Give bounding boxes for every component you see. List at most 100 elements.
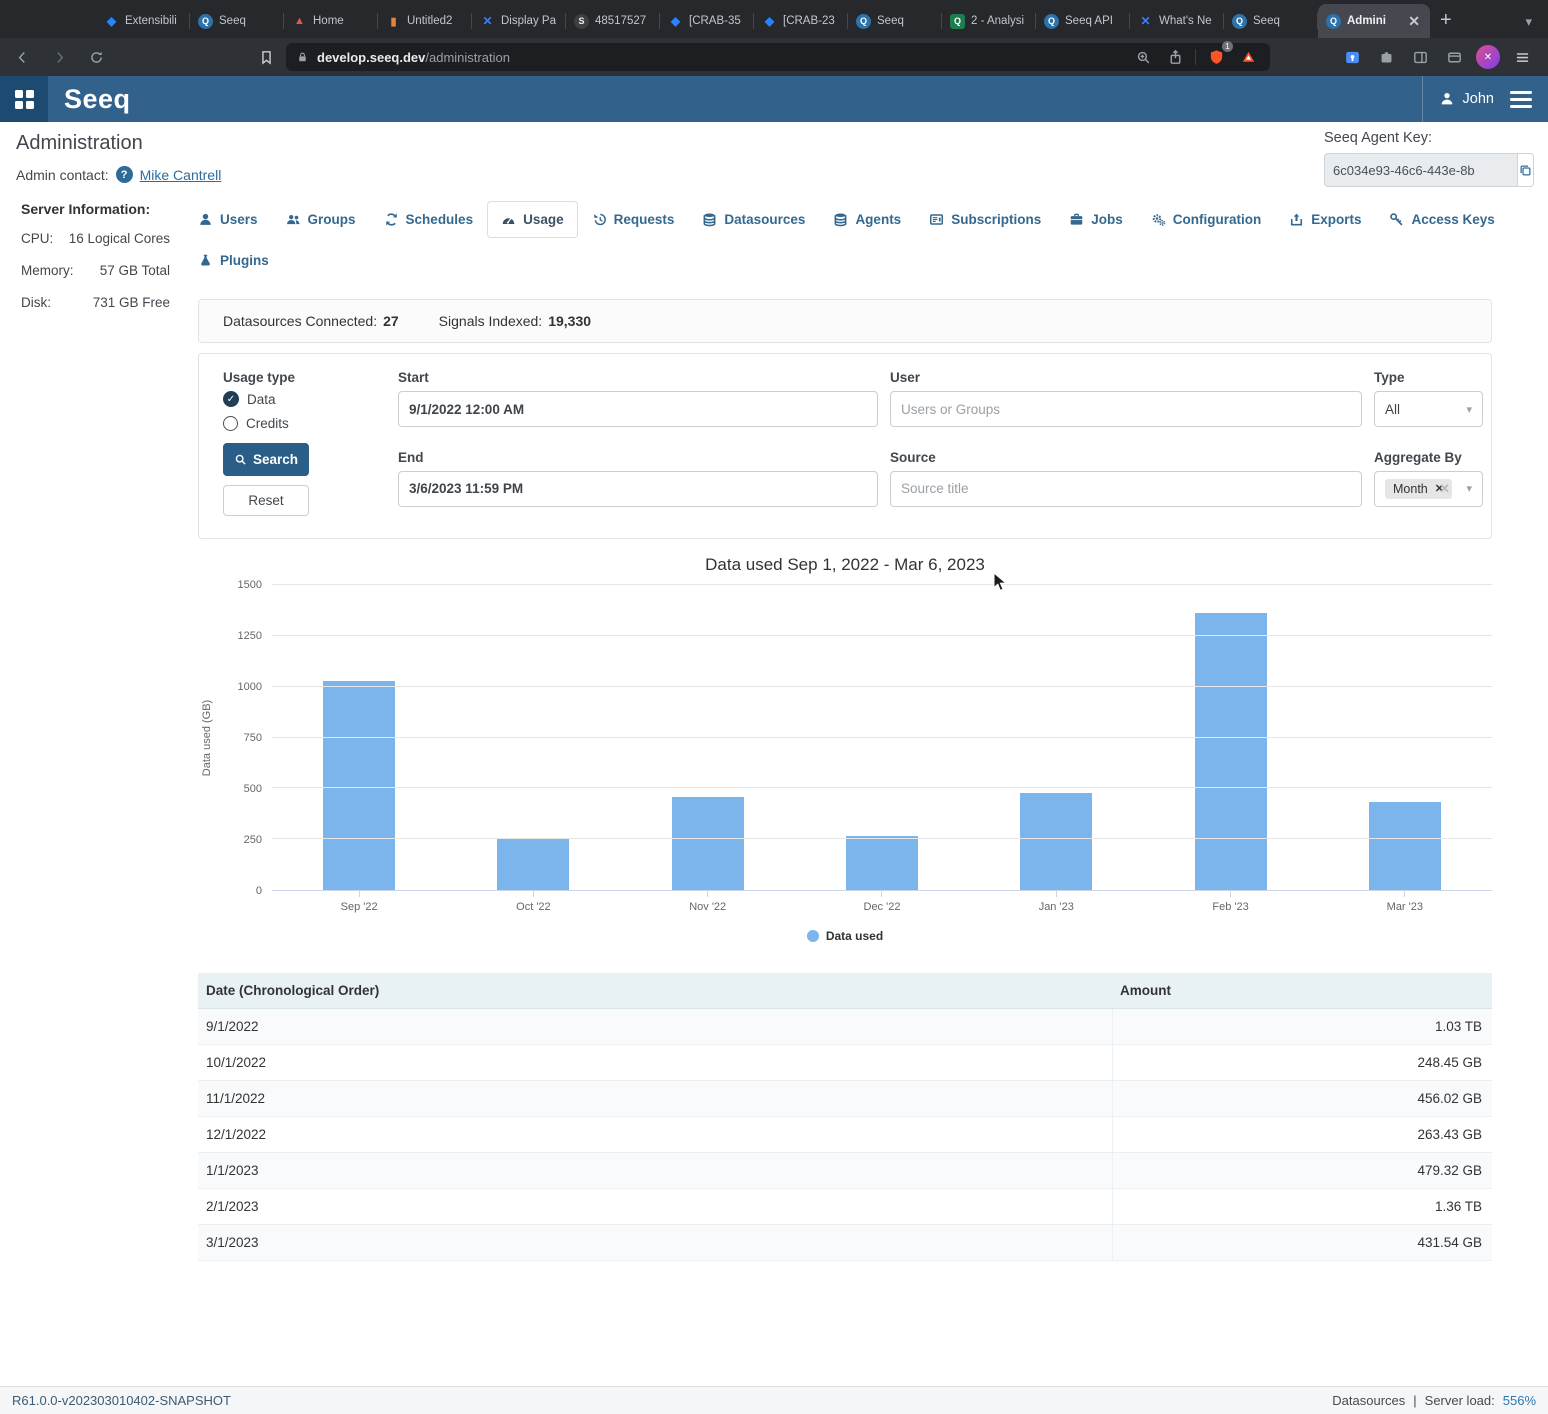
copy-agent-key-button[interactable]: [1517, 153, 1534, 187]
search-button[interactable]: Search: [223, 443, 309, 476]
admin-tab-plugins[interactable]: Plugins: [184, 242, 283, 279]
wallet-icon[interactable]: [1442, 45, 1466, 69]
bar-Jan '23[interactable]: [1020, 792, 1093, 890]
new-tab-button[interactable]: +: [1440, 9, 1452, 31]
browser-tab[interactable]: ✕ What's Ne: [1130, 4, 1224, 38]
page-title: Administration: [16, 132, 143, 154]
admin-tab-users[interactable]: Users: [184, 201, 272, 238]
browser-tab[interactable]: ◆ [CRAB-23: [754, 4, 848, 38]
column-header-date[interactable]: Date (Chronological Order): [198, 973, 1112, 1009]
table-row[interactable]: 3/1/2023 431.54 GB: [198, 1224, 1492, 1261]
bookmark-icon[interactable]: [254, 45, 278, 69]
status-bar: R61.0.0-v202303010402-SNAPSHOT Datasourc…: [0, 1386, 1548, 1414]
browser-tab[interactable]: ▮ Untitled2: [378, 4, 472, 38]
password-manager-icon[interactable]: [1340, 45, 1364, 69]
admin-tab-agents[interactable]: Agents: [819, 201, 915, 238]
table-row[interactable]: 1/1/2023 479.32 GB: [198, 1152, 1492, 1189]
table-row[interactable]: 2/1/2023 1.36 TB: [198, 1188, 1492, 1225]
gridline: [272, 685, 1492, 687]
browser-tab[interactable]: ◆ Extensibili: [96, 4, 190, 38]
user-menu[interactable]: John: [1421, 76, 1510, 122]
footer-datasources-link[interactable]: Datasources: [1332, 1393, 1406, 1408]
admin-tab-configuration[interactable]: Configuration: [1137, 201, 1275, 238]
home-favicon: ▲: [294, 15, 305, 27]
tab-search-chevron-icon[interactable]: ▾: [1525, 14, 1532, 29]
admin-tab-jobs[interactable]: Jobs: [1055, 201, 1137, 238]
date-cell: 10/1/2022: [198, 1044, 1112, 1081]
server-info-value: 731 GB Free: [92, 295, 170, 310]
browser-tab[interactable]: Q Seeq: [1224, 4, 1318, 38]
chart-legend[interactable]: Data used: [198, 929, 1492, 943]
profile-avatar[interactable]: ✕: [1476, 45, 1500, 69]
type-select[interactable]: All ▾: [1374, 391, 1483, 427]
admin-tab-groups[interactable]: Groups: [272, 201, 370, 238]
brave-rewards-icon[interactable]: [1236, 45, 1260, 69]
seeq-favicon: Q: [1044, 13, 1059, 29]
bar-Oct '22[interactable]: [497, 839, 570, 890]
server-load-value[interactable]: 556%: [1502, 1393, 1536, 1408]
table-row[interactable]: 12/1/2022 263.43 GB: [198, 1116, 1492, 1153]
usage-type-credits-radio[interactable]: Credits: [223, 416, 386, 431]
table-row[interactable]: 10/1/2022 248.45 GB: [198, 1044, 1492, 1081]
bar-Mar '23[interactable]: [1368, 802, 1441, 890]
server-load-label: Server load:: [1424, 1393, 1495, 1408]
usage-type-data-radio[interactable]: ✓ Data: [223, 391, 386, 407]
browser-tab[interactable]: ▲ Home: [284, 4, 378, 38]
bar-Feb '23[interactable]: [1194, 613, 1267, 890]
date-cell: 12/1/2022: [198, 1116, 1112, 1153]
bar-Dec '22[interactable]: [845, 836, 918, 890]
table-row[interactable]: 11/1/2022 456.02 GB: [198, 1080, 1492, 1117]
reset-button[interactable]: Reset: [223, 485, 309, 516]
gridline: [272, 634, 1492, 636]
user-input[interactable]: [890, 391, 1362, 427]
bar-Nov '22[interactable]: [671, 797, 744, 890]
source-input[interactable]: [890, 470, 1362, 507]
admin-contact-label: Admin contact:: [16, 166, 109, 183]
remove-month-icon[interactable]: ✕: [1434, 483, 1444, 495]
admin-tab-subscriptions[interactable]: Subscriptions: [915, 201, 1055, 238]
forward-button[interactable]: [47, 45, 71, 69]
data-used-chart: Data used Sep 1, 2022 - Mar 6, 2023 Data…: [198, 555, 1492, 943]
close-tab-icon[interactable]: ✕: [1408, 12, 1420, 29]
browser-tab[interactable]: ◆ [CRAB-35: [660, 4, 754, 38]
browser-tab[interactable]: Q Seeq: [848, 4, 942, 38]
admin-tab-requests[interactable]: Requests: [578, 201, 689, 238]
back-button[interactable]: [10, 45, 34, 69]
admin-tab-datasources[interactable]: Datasources: [688, 201, 819, 238]
browser-menu-icon[interactable]: [1510, 45, 1534, 69]
gridline: [272, 584, 1492, 585]
table-row[interactable]: 9/1/2022 1.03 TB: [198, 1008, 1492, 1045]
end-date-input[interactable]: [398, 470, 878, 507]
copy-icon: [1520, 165, 1531, 175]
admin-tab-schedules[interactable]: Schedules: [370, 201, 488, 238]
clear-selection-icon[interactable]: ✕: [1439, 480, 1450, 496]
start-date-input[interactable]: [398, 391, 878, 427]
browser-tab[interactable]: S 48517527: [566, 4, 660, 38]
share-icon[interactable]: [1163, 45, 1187, 69]
app-grid-button[interactable]: [0, 76, 48, 122]
sidebar-icon[interactable]: [1408, 45, 1432, 69]
extensions-puzzle-icon[interactable]: [1374, 45, 1398, 69]
browser-tab[interactable]: Q Admini ✕: [1318, 4, 1430, 38]
agent-key-input[interactable]: [1324, 153, 1517, 187]
admin-tab-access-keys[interactable]: Access Keys: [1375, 201, 1508, 238]
aggregate-by-select[interactable]: Month ✕ ✕ ▾: [1374, 470, 1483, 507]
zoom-page-icon[interactable]: [1131, 45, 1155, 69]
y-tick-label: 1000: [237, 681, 262, 693]
column-header-amount[interactable]: Amount: [1112, 973, 1492, 1009]
browser-tab[interactable]: ✕ Display Pa: [472, 4, 566, 38]
reload-button[interactable]: [84, 45, 108, 69]
seeq-app-bar: Seeq John: [0, 76, 1548, 122]
admin-tab-usage[interactable]: Usage: [487, 201, 578, 238]
admin-tab-exports[interactable]: Exports: [1275, 201, 1375, 238]
bar-Sep '22[interactable]: [323, 680, 396, 890]
admin-contact-link[interactable]: Mike Cantrell: [139, 166, 222, 183]
browser-tab[interactable]: Q Seeq: [190, 4, 284, 38]
browser-tab[interactable]: Q Seeq API: [1036, 4, 1130, 38]
hamburger-menu-icon[interactable]: [1510, 90, 1532, 108]
brave-shield-icon[interactable]: 1: [1204, 41, 1233, 69]
seeq-logo[interactable]: Seeq: [64, 83, 131, 114]
flask-icon: [201, 254, 210, 266]
address-bar[interactable]: develop.seeq.dev/administration 1: [286, 41, 1270, 71]
